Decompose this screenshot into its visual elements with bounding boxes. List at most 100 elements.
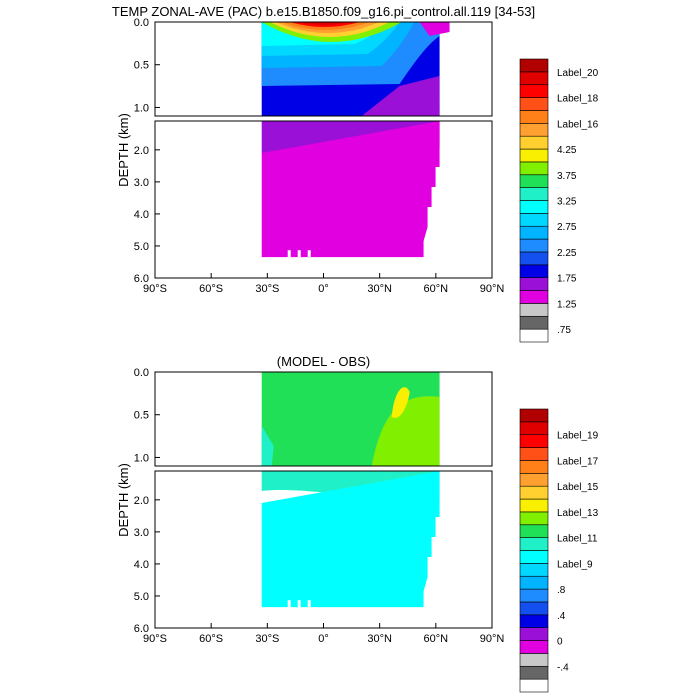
colorbar-box [519,97,549,111]
x-tick-label: 60°N [424,283,449,295]
colorbar-label: 0 [557,637,563,648]
colorbar-box [519,550,549,564]
colorbar-box [519,264,549,278]
upper-deep-band [361,76,440,116]
y-axis-label: DEPTH (km) [116,463,131,537]
colorbar-box [519,174,549,188]
x-tick-label: 30°S [255,283,279,295]
colorbar-box [519,123,549,137]
diff-chart-title: (MODEL - OBS) [277,354,370,369]
colorbar-box [519,601,549,616]
colorbar-box [519,653,549,667]
colorbar-box [519,58,549,73]
surface-warm-band [297,22,350,25]
y-tick-label: 1.0 [134,452,149,464]
x-tick-label: 90°S [143,283,167,295]
colorbar-box [519,537,549,551]
north-anomaly-band [391,387,410,418]
colorbar-label: Label_11 [557,534,598,545]
x-tick-label: 0° [318,283,329,295]
y-tick-label: 0.5 [134,60,149,72]
y-tick-label: 0.5 [134,410,149,422]
y-tick-label: 2.0 [134,145,149,157]
diff-colorbar: Label_19 Label_17 Label_15 Label_13 Label_11… [519,408,599,693]
colorbar-label: .75 [557,325,571,336]
northern-surface-band [419,22,450,36]
colorbar-label: .8 [557,585,566,596]
colorbar-label: Label_18 [557,94,599,105]
seafloor-notch [297,600,301,608]
x-tick-label: 60°S [199,633,223,645]
colorbar-box [519,460,549,474]
colorbar-box [519,434,549,448]
colorbar-label: 2.25 [557,248,577,259]
x-tick-label: 60°N [424,633,449,645]
x-tick-label: 90°S [143,633,167,645]
colorbar-box [519,71,549,86]
colorbar-box [519,315,549,330]
south-anomaly-band [261,426,274,466]
colorbar-label: 2.75 [557,222,577,233]
y-tick-label: 6.0 [134,273,149,285]
x-tick-label: 90°N [480,283,505,295]
colorbar-box [519,213,549,227]
colorbar-box [519,447,549,461]
y-tick-label: 4.0 [134,559,149,571]
y-tick-label: 5.0 [134,591,149,603]
upper-plot-frame [154,371,493,467]
deep-ocean-fill [261,471,440,608]
y-tick-label: 6.0 [134,623,149,635]
y-tick-label: 0.0 [134,367,149,379]
colorbar-box [519,251,549,266]
colorbar-box [519,421,549,436]
colorbar-box [519,84,549,98]
y-tick-label: 0.0 [134,17,149,29]
seafloor-notch [307,250,311,258]
deep-ocean-fill [261,121,440,258]
upper-plot-frame [154,21,493,117]
diff-panel: 0.0 0.5 1.0 2.0 3.0 4.0 5.0 6.090°S 60°S 30°S 0° 30… [116,354,599,693]
seafloor-notch [287,250,291,258]
colorbar-label: -.4 [557,662,569,673]
colorbar-box [519,627,549,641]
temp-panel: 0.0 0.5 1.0 2.0 3.0 4.0 5.0 6.090°S 60°S 30°S 0° 30… [112,4,599,343]
colorbar-box [519,524,549,538]
seafloor-notch [297,250,301,258]
colorbar-box [519,678,549,693]
colorbar-label: Label_16 [557,119,599,130]
y-tick-label: 3.0 [134,527,149,539]
north-anomaly-band [371,396,440,466]
x-tick-label: 60°S [199,283,223,295]
colorbar-label: 3.25 [557,197,577,208]
temp-colorbar: Label_20 Label_18 Label_16 4.25 3.75 3.25 2.75… [519,58,599,343]
colorbar-box [519,575,549,590]
colorbar-box [519,485,549,500]
x-tick-label: 30°N [367,283,392,295]
colorbar-box [519,588,549,603]
colorbar-box [519,498,549,513]
seafloor-notch [307,600,311,608]
colorbar-label: 1.25 [557,299,577,310]
colorbar-box [519,408,549,423]
y-tick-label: 5.0 [134,241,149,253]
y-tick-label: 3.0 [134,177,149,189]
colorbar-label: 4.25 [557,145,577,156]
colorbar-box [519,238,549,253]
x-tick-label: 90°N [480,633,505,645]
y-axis-label: DEPTH (km) [116,113,131,187]
colorbar-box [519,225,549,240]
colorbar-box [519,563,549,577]
colorbar-box [519,665,549,680]
colorbar-box [519,290,549,304]
colorbar-box [519,148,549,163]
y-tick-label: 2.0 [134,495,149,507]
colorbar-label: Label_20 [557,68,599,79]
x-tick-label: 0° [318,633,329,645]
colorbar-label: Label_15 [557,482,599,493]
x-tick-label: 30°N [367,633,392,645]
colorbar-box [519,473,549,487]
colorbar-label: Label_17 [557,456,599,467]
chart-title: TEMP ZONAL-AVE (PAC) b.e15.B1850.f09_g16… [112,4,535,19]
seafloor-notch [287,600,291,608]
